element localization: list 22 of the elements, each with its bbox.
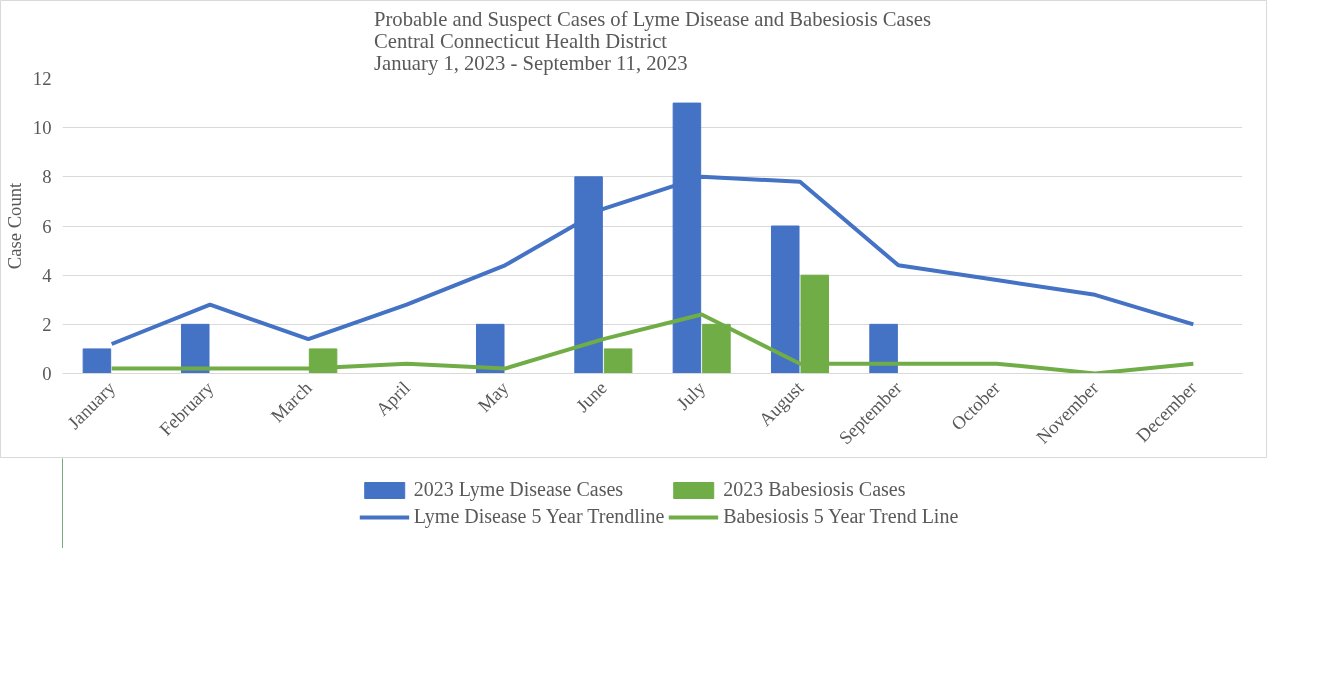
bar — [475, 323, 505, 374]
y-tick-label: 2 — [42, 313, 52, 335]
bar — [770, 225, 800, 374]
bar — [180, 323, 210, 374]
y-tick-label: 12 — [32, 68, 52, 89]
y-axis-title: Case Count — [3, 181, 25, 270]
bar — [82, 348, 112, 374]
legend-label: 2023 Babesiosis Cases — [723, 478, 906, 501]
legend-label: Lyme Disease 5 Year Trendline — [413, 505, 665, 528]
x-tick-label: June — [571, 377, 611, 417]
y-tick-label: 6 — [42, 215, 52, 237]
legend-label: Babesiosis 5 Year Trend Line — [723, 505, 959, 528]
y-tick-label: 0 — [42, 363, 52, 384]
y-tick-label: 10 — [32, 117, 52, 139]
x-tick-label: July — [672, 376, 710, 414]
y-tick-label: 4 — [42, 264, 53, 286]
bar — [603, 348, 633, 374]
legend-label: 2023 Lyme Disease Cases — [413, 478, 624, 501]
x-tick-label: May — [473, 376, 513, 417]
bar — [869, 323, 898, 374]
y-tick-label: 8 — [42, 166, 52, 188]
chart-title: Probable and Suspect Cases of Lyme Disease and Babesiosis Cases Central Connecticut Health District January 1, 2023 - September 11, 2023 — [373, 7, 932, 75]
